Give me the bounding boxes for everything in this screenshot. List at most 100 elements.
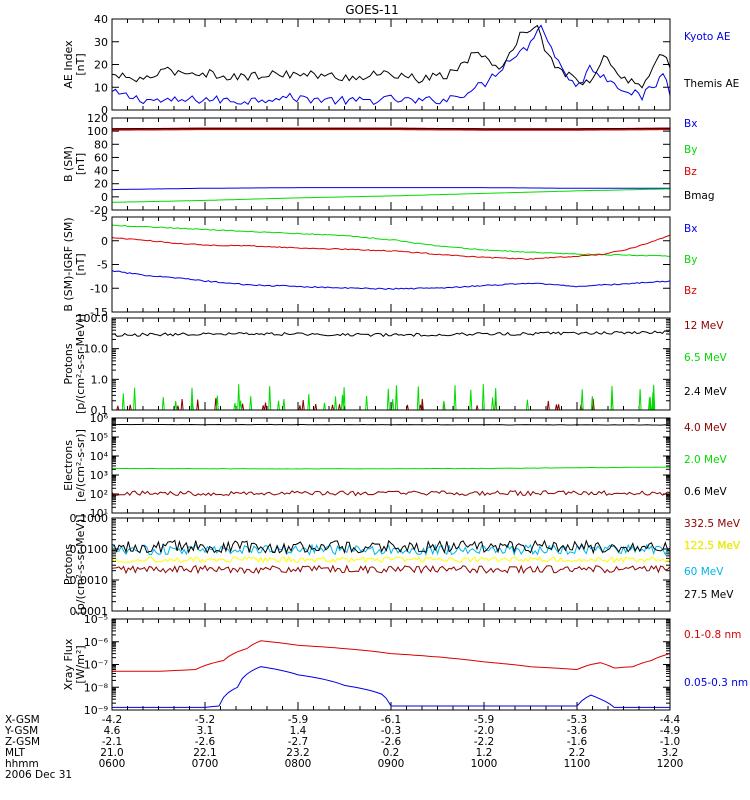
y-tick-label: 1.0: [91, 373, 109, 386]
y-tick-label: 0: [101, 104, 108, 117]
orbit-row-value: 0800: [285, 758, 312, 770]
y-axis-label-line: B (SM)-IGRF (SM): [62, 217, 75, 311]
y-tick-label: 5: [101, 211, 108, 224]
series-line-122-5-mev: [112, 555, 670, 564]
orbit-row-label: X-GSM: [5, 714, 40, 726]
series-line-bz: [112, 127, 670, 131]
series-line-2-0-mev: [112, 466, 670, 470]
legend-entry: Bx: [684, 223, 697, 235]
legend-entry: 4.0 MeV: [684, 422, 728, 434]
y-tick-label: -20: [90, 204, 108, 217]
panel-6: 0.00010.00100.01000.1000Protons[p/(cm²-s…: [62, 512, 741, 618]
orbit-row-value: 2.2: [569, 747, 586, 759]
panel-1: 0 10 20 30 40 AE Index[nT] Kyoto AE Themis AE: [62, 13, 739, 117]
series-line-4-0-mev: [112, 490, 670, 497]
y-axis-label-line: [nT]: [74, 253, 87, 275]
y-tick-label: 60: [94, 151, 108, 164]
y-tick-label: 30: [94, 36, 108, 49]
orbit-row-value: -5.3: [567, 714, 588, 726]
orbit-row-value: 22.1: [193, 747, 216, 759]
legend-entry: Bz: [684, 166, 697, 178]
y-axis-label: Electrons[e/(cm²-s-sr)]: [62, 429, 87, 502]
time-axis-table: X-GSM -4.2 -5.2 -5.9 -6.1 -5.9 -5.3 -4.4 Y-GSM 4.…: [4, 714, 683, 781]
orbit-row-label: Z-GSM: [5, 736, 40, 748]
orbit-row-value: 3.2: [662, 747, 679, 759]
orbit-row-value: 21.0: [100, 747, 123, 759]
orbit-row-value: -5.9: [474, 714, 495, 726]
series-line-by: [112, 224, 670, 257]
legend-entry: 122.5 MeV: [684, 540, 741, 552]
orbit-row-label: hhmm: [5, 758, 39, 770]
series-line-0-05-0-3-nm: [112, 666, 670, 708]
orbit-row-value: 0.2: [383, 747, 400, 759]
plot-title: GOES-11: [345, 3, 399, 17]
legend-entry: 2.0 MeV: [684, 454, 728, 466]
y-tick-label: 10⁶: [90, 412, 109, 425]
y-tick-label: 0: [101, 191, 108, 204]
y-tick-label: -5: [97, 259, 108, 272]
legend-entry: Bz: [684, 285, 697, 297]
orbit-row-value: -4.4: [660, 714, 681, 726]
panel-frame: [111, 417, 671, 514]
legend-entry: 332.5 MeV: [684, 518, 741, 530]
orbit-row-value: -2.6: [381, 736, 402, 748]
panel-frame: [111, 517, 671, 612]
y-tick-label: 10⁻⁷: [84, 659, 108, 672]
panel-frame: [111, 18, 671, 111]
legend-entry: 2.4 MeV: [684, 386, 728, 398]
series-line-by: [112, 188, 670, 203]
y-tick-label: 10⁻⁸: [84, 681, 109, 694]
orbit-row-value: 3.1: [197, 725, 214, 737]
series-line-bx: [112, 187, 670, 191]
legend-entry: 12 MeV: [684, 320, 724, 332]
y-tick-label: 0.0010: [70, 574, 109, 587]
y-tick-label: 100: [87, 125, 108, 138]
panel-frame: [111, 216, 671, 313]
y-axis-label: Protons[p/(cm²-s-sr-MeV)]: [62, 515, 87, 615]
y-axis-label-line: [nT]: [74, 53, 87, 75]
y-tick-label: 0.1: [91, 404, 109, 417]
orbit-row-value: -3.6: [567, 725, 588, 737]
legend-entry: 0.1-0.8 nm: [684, 629, 741, 641]
orbit-row-value: -2.6: [195, 736, 216, 748]
y-tick-label: 10⁴: [90, 450, 109, 463]
y-tick-label: 10⁻⁹: [84, 704, 108, 717]
series-line-332-5-mev: [112, 564, 670, 575]
series-line-12-mev: [112, 397, 670, 410]
y-tick-label: 10⁻⁶: [84, 636, 109, 649]
legend-entry: 0.6 MeV: [684, 486, 728, 498]
y-axis-label: B (SM)[nT]: [62, 146, 87, 182]
y-axis-label: Protons[p/(cm²-s-sr-MeV)]: [62, 314, 87, 414]
y-axis-label-line: [nT]: [74, 153, 87, 175]
legend-entry: Bmag: [684, 190, 715, 202]
orbit-row-value: -4.2: [102, 714, 123, 726]
y-axis-label-line: [e/(cm²-s-sr)]: [74, 429, 87, 502]
y-tick-label: 10⁻⁵: [84, 613, 108, 626]
legend-entry: Bx: [684, 118, 697, 130]
orbit-row-label: MLT: [5, 747, 25, 759]
y-tick-label: 10: [94, 81, 108, 94]
y-axis-label: B (SM)-IGRF (SM)[nT]: [62, 217, 87, 311]
orbit-row-value: 1200: [657, 758, 684, 770]
legend-entry: 60 MeV: [684, 566, 724, 578]
y-tick-label: -15: [90, 306, 108, 319]
y-tick-label: 0.0100: [70, 543, 109, 556]
y-tick-label: 40: [94, 13, 108, 26]
orbit-row-value: 1.2: [476, 747, 493, 759]
panel-frame: [111, 618, 671, 711]
legend-entry: 6.5 MeV: [684, 352, 728, 364]
y-tick-label: 0.0001: [70, 605, 109, 618]
panel-7: 10⁻⁹ 10⁻⁸ 10⁻⁷ 10⁻⁶ 10⁻⁵ Xray Flux[W/m²] 0.1-0…: [62, 613, 748, 717]
y-tick-label: 80: [94, 138, 108, 151]
panel-frame: [111, 117, 671, 211]
panel-4: 0.11.010.0100.0Protons[p/(cm²-s-sr-MeV)]…: [62, 312, 728, 417]
orbit-row-value: 1100: [564, 758, 591, 770]
y-tick-label: 40: [94, 165, 108, 178]
series-line-bmag: [112, 127, 670, 130]
series-line-0-1-0-8-nm: [112, 640, 670, 672]
orbit-row-value: 0700: [192, 758, 219, 770]
y-axis-label-line: Protons: [62, 544, 75, 585]
